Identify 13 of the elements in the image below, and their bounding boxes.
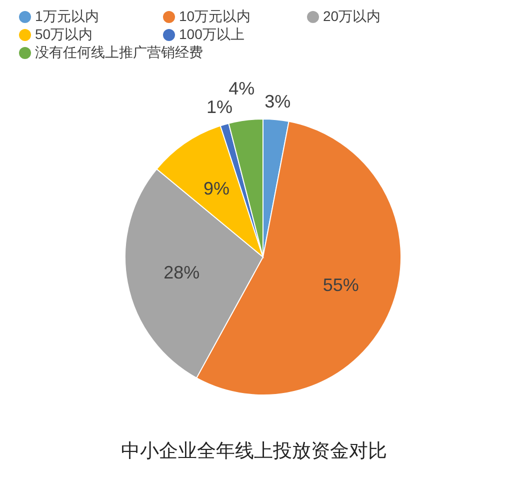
data-label: 4% (228, 78, 255, 98)
data-label: 9% (203, 178, 230, 199)
legend-label: 100万以上 (179, 26, 246, 44)
data-label: 28% (164, 262, 200, 283)
data-label: 3% (264, 92, 291, 112)
legend-label: 没有任何线上推广营销经费 (35, 44, 203, 62)
data-label: 1% (206, 97, 232, 118)
legend-label: 50万以内 (35, 26, 94, 44)
legend-label: 1万元以内 (35, 8, 100, 26)
legend-label: 10万元以内 (179, 8, 252, 26)
data-label: 55% (322, 275, 359, 296)
text: 中小企业全年线上投放资金对比 (120, 440, 388, 464)
legend-label: 20万以内 (323, 8, 382, 26)
